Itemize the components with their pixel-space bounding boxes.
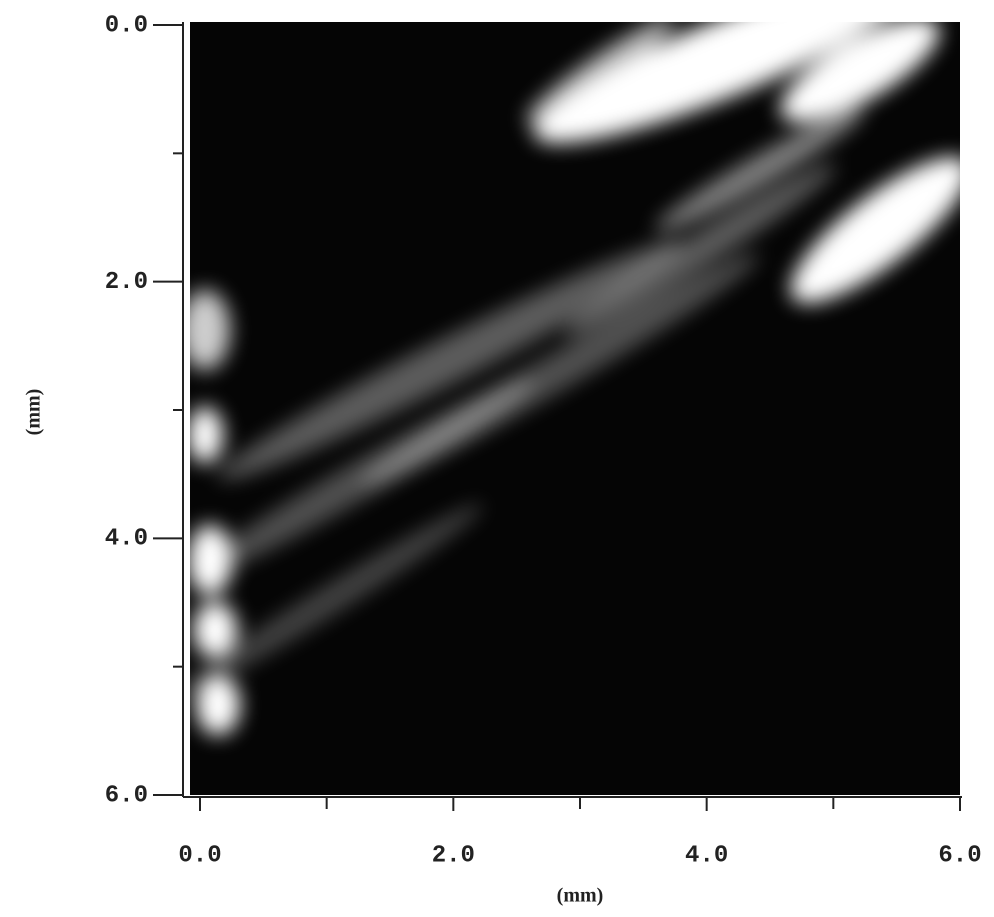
y-tick-label: 2.0 <box>105 269 148 296</box>
x-tick-label: 6.0 <box>938 842 981 869</box>
y-tick-label: 6.0 <box>105 782 148 809</box>
image-map <box>190 22 960 795</box>
x-tick-label: 2.0 <box>432 842 475 869</box>
x-axis-label: (mm) <box>557 885 604 907</box>
y-tick-label: 4.0 <box>105 526 148 553</box>
x-tick-label: 0.0 <box>178 842 221 869</box>
x-tick-label: 4.0 <box>685 842 728 869</box>
y-axis-label: (mm) <box>23 389 45 436</box>
y-tick-label: 0.0 <box>105 12 148 39</box>
